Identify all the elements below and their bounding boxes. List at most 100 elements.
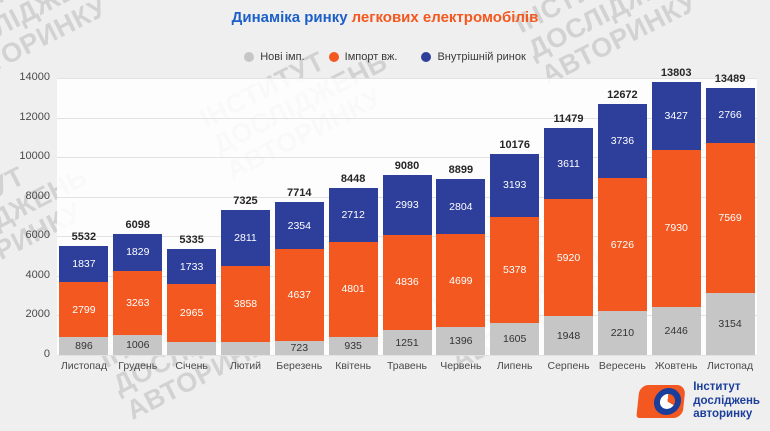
bar-segment-value: 896 (75, 340, 93, 353)
bar-segment: 3736 (597, 104, 647, 179)
bar-total-value: 7714 (287, 187, 312, 200)
bar-segment-value: 3427 (664, 109, 688, 122)
bar-total-value: 8448 (340, 172, 366, 185)
bar-segment (220, 342, 270, 355)
bar-segment-value: 1829 (126, 246, 150, 259)
y-axis: 0 2000 4000 6000 8000 10000 12000 14000 (0, 71, 50, 360)
bar-segment-value: 1006 (126, 339, 150, 352)
x-axis: Листопад Грудень Січень Лютий Березень Квітен… (57, 360, 757, 376)
bar-segment: 1837 (59, 245, 109, 282)
bar-segment: 7569 (705, 142, 755, 293)
bar-segment: 1605 (490, 323, 540, 355)
bar-segment: 723 (274, 340, 324, 355)
bar-segment-value: 1733 (179, 260, 204, 273)
bar-total-value: 11479 (553, 112, 584, 125)
bar-total-value: 9080 (394, 160, 420, 173)
gridline (57, 78, 757, 79)
x-axis-label: Січень (175, 360, 208, 372)
bar-segment-value: 3154 (718, 317, 742, 330)
bar-segment: 5920 (544, 199, 594, 317)
bar-segment-value: 2799 (72, 303, 96, 316)
legend-label: Імпорт вж. (344, 51, 398, 63)
bar-segment-value: 2993 (395, 198, 419, 211)
bar-segment: 4801 (328, 241, 378, 337)
bar-segment (167, 342, 217, 355)
footer-logo-line: Інститут (693, 381, 741, 394)
x-axis-label: Серпень (547, 360, 590, 372)
bar-total-value: 7325 (233, 195, 258, 208)
footer-logo-icon (636, 385, 686, 419)
legend-label: Нові імп. (260, 51, 305, 63)
bar-segment: 3427 (651, 81, 701, 150)
footer-logo-pie-icon (659, 394, 676, 410)
x-axis-label: Квітень (335, 360, 372, 372)
bar-segment: 1948 (544, 316, 594, 355)
bar-total-value: 10176 (499, 138, 530, 151)
bar-segment: 2210 (597, 311, 647, 355)
bar-total-value: 13489 (714, 73, 746, 86)
bar-segment: 2712 (328, 187, 378, 242)
y-axis-label: 0 (43, 348, 50, 360)
bar-segment-value: 4801 (341, 283, 365, 296)
bar-segment: 2799 (59, 281, 109, 338)
x-axis-label: Червень (440, 360, 482, 372)
bar-segment-value: 2766 (718, 109, 742, 122)
bar-total-value: 5335 (179, 234, 204, 247)
bar-segment-value: 1837 (72, 257, 96, 270)
bar-segment: 1733 (167, 249, 217, 284)
bar-segment-value: 4699 (449, 274, 473, 287)
legend-marker-icon (244, 52, 255, 62)
gridline (57, 157, 757, 159)
y-axis-label: 10000 (19, 150, 50, 163)
bar-segment: 1829 (113, 234, 163, 271)
bar-segment-value: 3263 (126, 296, 150, 309)
bar-total-value: 12672 (607, 89, 638, 102)
bar-segment-value: 1605 (503, 333, 527, 346)
bar-segment-value: 1948 (556, 329, 581, 342)
x-axis-label: Березень (276, 360, 323, 372)
bar-segment-value: 2354 (287, 219, 311, 232)
bar-segment: 4699 (436, 234, 486, 328)
bar-total-value: 13803 (660, 66, 692, 79)
bar-segment: 2811 (220, 210, 270, 266)
bar-segment: 4836 (382, 234, 432, 331)
bar-total-value: 8899 (448, 163, 474, 176)
chart-title-part2: легкових електромобілів (351, 9, 539, 26)
bar-segment-value: 1396 (449, 335, 473, 348)
x-axis-label: Листопад (60, 360, 108, 372)
bar-segment: 2766 (705, 88, 755, 143)
bar-segment: 2965 (167, 283, 217, 343)
footer-logo-text: Інститут досліджень авторинку (693, 381, 760, 422)
legend-marker-icon (328, 52, 339, 62)
bar-segment: 3154 (705, 292, 755, 355)
x-axis-label: Травень (386, 360, 428, 372)
bar-segment: 2804 (436, 178, 486, 235)
footer-logo-circle-icon (652, 388, 683, 416)
bar-segment-value: 5378 (503, 264, 527, 277)
bar-segment: 3611 (544, 127, 594, 200)
bar-segment-value: 6726 (610, 238, 635, 251)
bar-segment-value: 3193 (503, 179, 527, 192)
bar-segment: 2446 (651, 306, 701, 355)
bar-segment-value: 2811 (234, 231, 257, 244)
gridline (57, 117, 757, 119)
bar-segment: 2993 (382, 175, 432, 235)
bar-segment: 6726 (597, 178, 647, 312)
bar-segment-value: 1251 (395, 336, 419, 349)
bar-segment: 1251 (382, 330, 432, 355)
bar-segment-value: 3736 (610, 135, 635, 148)
legend-marker-icon (421, 52, 432, 62)
bar-segment-value: 7930 (664, 222, 688, 235)
bar-segment: 2354 (274, 202, 324, 249)
gridline (57, 355, 757, 356)
footer-logo: Інститут досліджень авторинку (636, 381, 760, 422)
bar-segment: 5378 (490, 216, 540, 324)
legend-item: Імпорт вж. (328, 51, 398, 63)
bar-segment-value: 723 (290, 341, 309, 354)
plot-area: 896 2799 1837 5532 1006 3263 1829 6098 2965 1733 5… (57, 67, 757, 356)
bar-segment-value: 5920 (556, 251, 581, 264)
bar-segment-value: 3858 (233, 297, 258, 310)
bar-segment: 935 (328, 336, 378, 355)
x-axis-label: Лютий (229, 360, 261, 372)
